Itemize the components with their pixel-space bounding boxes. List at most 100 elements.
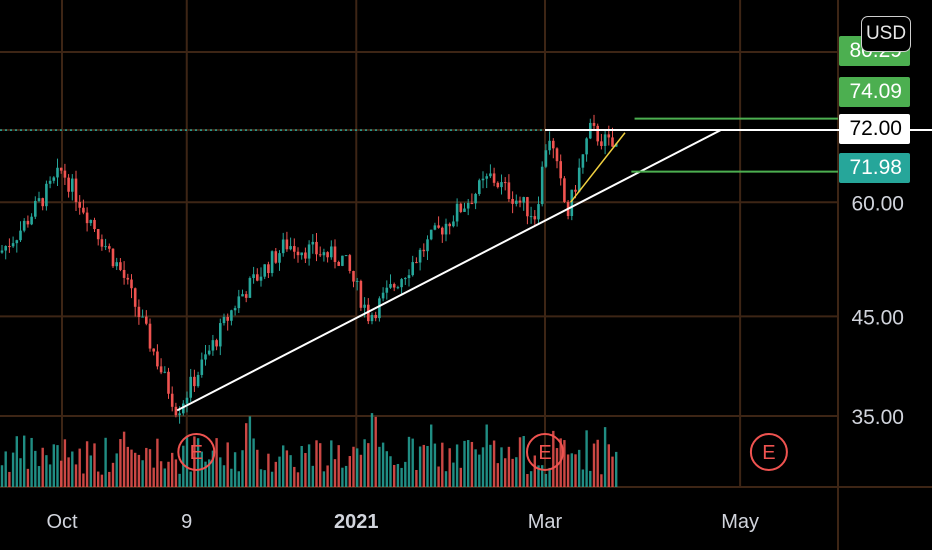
volume-bar bbox=[400, 467, 403, 487]
candle-body bbox=[418, 249, 422, 263]
y-tick-label: 35.00 bbox=[851, 406, 904, 429]
candle-body bbox=[148, 323, 152, 349]
volume-bar bbox=[344, 465, 348, 487]
candle-body bbox=[548, 140, 551, 151]
candle-body bbox=[11, 243, 15, 247]
candle-body bbox=[344, 255, 348, 257]
volume-bar bbox=[100, 474, 104, 487]
volume-bar bbox=[282, 445, 285, 487]
volume-bar bbox=[615, 451, 618, 487]
volume-bar bbox=[463, 440, 466, 487]
volume-bar bbox=[518, 437, 522, 487]
candle-body bbox=[485, 176, 488, 179]
candle-body bbox=[274, 251, 278, 263]
volume-bar bbox=[374, 416, 377, 487]
volume-bar bbox=[589, 470, 592, 487]
candle-body bbox=[481, 178, 485, 181]
volume-bar bbox=[89, 455, 92, 487]
candle-body bbox=[559, 161, 562, 179]
candle-body bbox=[34, 200, 37, 217]
volume-bar bbox=[504, 458, 507, 487]
volume-bar bbox=[485, 424, 488, 487]
volume-bar bbox=[193, 436, 196, 487]
volume-bar bbox=[574, 454, 577, 487]
volume-bar bbox=[41, 447, 44, 487]
x-tick-label: 2021 bbox=[334, 511, 379, 533]
volume-bar bbox=[52, 444, 55, 487]
earnings-label: E bbox=[538, 442, 551, 464]
volume-bar bbox=[326, 465, 329, 487]
candle-body bbox=[215, 340, 218, 347]
volume-bar bbox=[541, 465, 544, 487]
candle-body bbox=[167, 371, 170, 394]
volume-bar bbox=[63, 439, 67, 487]
volume-bar bbox=[404, 461, 407, 487]
volume-bar bbox=[122, 431, 126, 487]
volume-bar bbox=[489, 444, 492, 487]
volume-bar bbox=[430, 424, 433, 487]
candle-body bbox=[52, 177, 56, 181]
volume-bar bbox=[126, 446, 129, 487]
candle-body bbox=[389, 284, 392, 288]
candle-body bbox=[600, 141, 603, 146]
volume-bar bbox=[548, 467, 551, 487]
candle-body bbox=[355, 280, 359, 282]
volume-bar bbox=[171, 452, 174, 487]
volume-bar bbox=[270, 471, 274, 487]
candle-body bbox=[363, 304, 366, 308]
candle-body bbox=[526, 197, 529, 217]
volume-bar bbox=[522, 436, 525, 487]
volume-bar bbox=[108, 471, 111, 487]
candle-body bbox=[592, 122, 596, 126]
volume-bar bbox=[267, 453, 270, 487]
volume-bar bbox=[304, 453, 307, 487]
volume-bar bbox=[82, 473, 85, 487]
volume-bar bbox=[71, 451, 74, 487]
candle-body bbox=[263, 264, 266, 277]
volume-bar bbox=[533, 455, 536, 487]
volume-bar bbox=[15, 436, 18, 487]
candle-body bbox=[15, 240, 19, 244]
volume-bar bbox=[233, 452, 237, 487]
volume-bar bbox=[34, 450, 37, 487]
volume-bar bbox=[211, 450, 215, 487]
volume-bar bbox=[418, 446, 422, 487]
candle-body bbox=[315, 241, 318, 255]
candle-body bbox=[133, 288, 137, 307]
volume-bar bbox=[467, 440, 470, 487]
earnings-label: E bbox=[190, 442, 203, 464]
candle-body bbox=[326, 252, 329, 258]
volume-bar bbox=[611, 456, 614, 487]
volume-bar bbox=[322, 471, 326, 487]
volume-bar bbox=[381, 442, 385, 487]
volume-bar bbox=[363, 439, 366, 487]
candle-body bbox=[411, 262, 414, 276]
volume-bar bbox=[259, 469, 263, 487]
candle-body bbox=[500, 182, 503, 188]
volume-bars bbox=[0, 413, 618, 487]
candle-body bbox=[170, 393, 174, 407]
volume-bar bbox=[78, 448, 81, 487]
candle-body bbox=[474, 193, 477, 204]
currency-button[interactable]: USD bbox=[861, 16, 911, 52]
candle-body bbox=[82, 207, 85, 213]
volume-bar bbox=[26, 468, 30, 487]
candle-body bbox=[285, 239, 289, 250]
volume-bar bbox=[74, 464, 78, 487]
volume-bar bbox=[448, 448, 451, 487]
candle-body bbox=[441, 227, 444, 235]
volume-bar bbox=[470, 441, 474, 487]
volume-bar bbox=[97, 471, 100, 487]
candle-body bbox=[78, 202, 81, 208]
volume-bar bbox=[500, 447, 503, 487]
volume-bar bbox=[296, 472, 300, 487]
candle-body bbox=[104, 246, 107, 248]
candle-body bbox=[359, 280, 363, 308]
candle-body bbox=[304, 252, 307, 259]
candle-body bbox=[19, 230, 22, 241]
volume-bar bbox=[459, 467, 462, 487]
volume-bar bbox=[167, 461, 170, 487]
candle-body bbox=[178, 413, 181, 416]
candle-body bbox=[244, 294, 248, 298]
